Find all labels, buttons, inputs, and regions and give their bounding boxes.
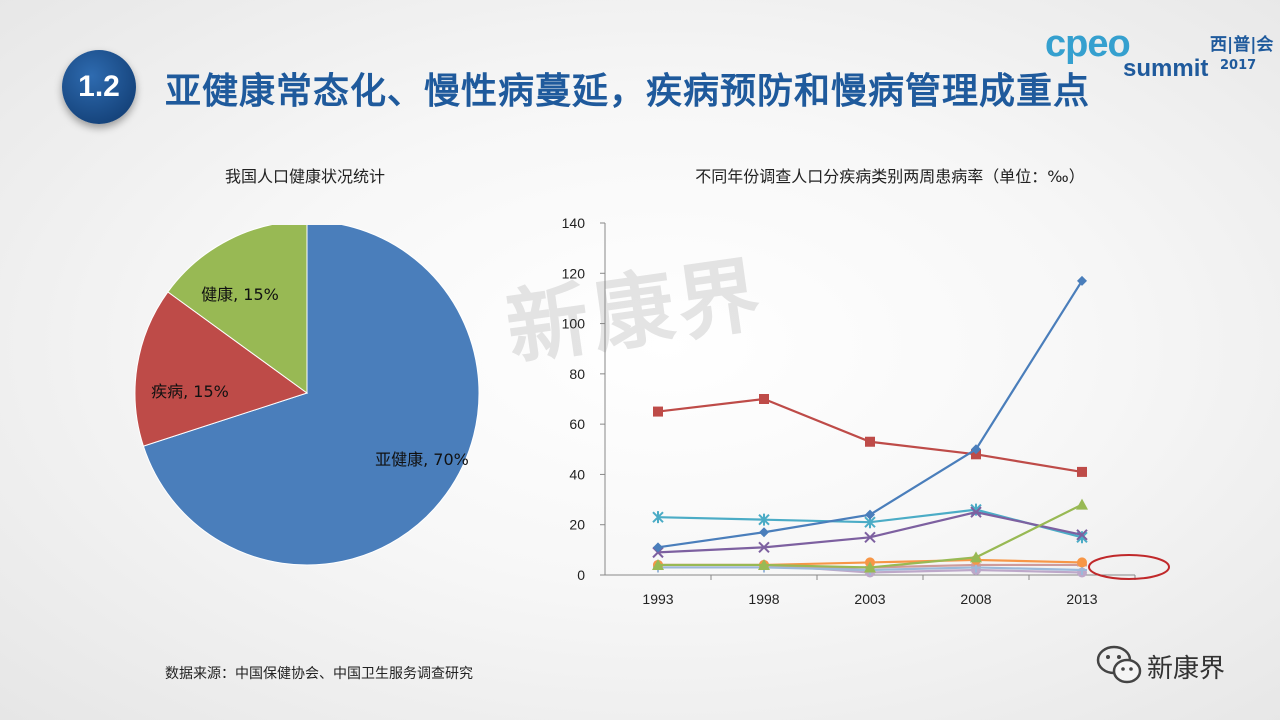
data-point xyxy=(1076,529,1088,541)
wechat-icon xyxy=(1096,645,1142,684)
y-tick-label: 100 xyxy=(562,316,586,332)
pie-slice-label: 亚健康, 70% xyxy=(375,450,469,469)
pie-slice-label: 健康, 15% xyxy=(201,285,279,304)
series-line xyxy=(657,397,1083,473)
logo-summit-text: summit xyxy=(1123,55,1209,82)
data-point xyxy=(970,506,982,518)
data-point xyxy=(865,436,875,447)
y-tick-label: 0 xyxy=(577,567,585,583)
data-point xyxy=(864,531,876,543)
y-tick-label: 40 xyxy=(569,466,585,482)
highlight-ellipse xyxy=(1088,554,1170,580)
y-tick-label: 60 xyxy=(569,416,585,432)
data-point xyxy=(759,527,769,538)
y-tick-label: 80 xyxy=(569,366,585,382)
pie-slice xyxy=(134,291,309,447)
wechat-account-name: 新康界 xyxy=(1147,654,1226,684)
cpeo-summit-logo: cpeo 西|普|会 summit 2017 xyxy=(1045,22,1273,82)
logo-year-text: 2017 xyxy=(1220,58,1257,73)
pie-slice-label: 疾病, 15% xyxy=(151,382,229,401)
data-point xyxy=(653,542,663,553)
x-tick-label: 2003 xyxy=(854,591,885,607)
data-point xyxy=(971,449,981,460)
pie-chart-title: 我国人口健康状况统计 xyxy=(224,167,385,186)
data-point xyxy=(864,561,876,573)
y-tick-label: 140 xyxy=(562,215,586,231)
data-point xyxy=(653,406,663,417)
wechat-account-mark: 新康界 xyxy=(1095,640,1255,690)
data-point xyxy=(652,511,664,524)
x-tick-label: 1998 xyxy=(748,591,779,607)
pie-slice xyxy=(142,225,480,566)
y-tick-label: 20 xyxy=(569,517,585,533)
data-source-note: 数据来源：中国保健协会、中国卫生服务调查研究 xyxy=(165,666,473,682)
data-point xyxy=(971,444,981,455)
x-tick-label: 2013 xyxy=(1066,591,1097,607)
data-point xyxy=(758,513,770,526)
data-point xyxy=(1077,275,1087,286)
data-point xyxy=(652,558,664,570)
x-tick-label: 2008 xyxy=(960,591,991,607)
pie-chart: 亚健康, 70% 疾病, 15% 健康, 15% xyxy=(134,225,480,566)
data-point xyxy=(970,551,982,563)
data-point xyxy=(758,558,770,570)
logo-chinese-text: 西|普|会 xyxy=(1210,35,1274,55)
data-point xyxy=(758,541,770,554)
logo-brand-text: cpeo xyxy=(1045,23,1131,65)
x-tick-label: 1993 xyxy=(642,591,673,607)
pie-slice xyxy=(167,225,308,394)
section-number-badge: 1.2 xyxy=(62,50,136,124)
line-chart: 0 20 40 60 80 100 120 140 1993 1998 2003 2008 2013 xyxy=(562,215,1170,607)
y-tick-label: 120 xyxy=(562,265,586,281)
page-title: 亚健康常态化、慢性病蔓延，疾病预防和慢病管理成重点 xyxy=(165,71,1091,112)
data-point xyxy=(1077,557,1087,568)
data-point xyxy=(759,394,769,404)
data-point xyxy=(652,546,664,559)
data-point xyxy=(1077,466,1087,477)
data-point xyxy=(1076,498,1088,510)
line-chart-title: 不同年份调查人口分疾病类别两周患病率（单位：‰） xyxy=(695,167,1085,186)
series-line xyxy=(657,280,1083,549)
